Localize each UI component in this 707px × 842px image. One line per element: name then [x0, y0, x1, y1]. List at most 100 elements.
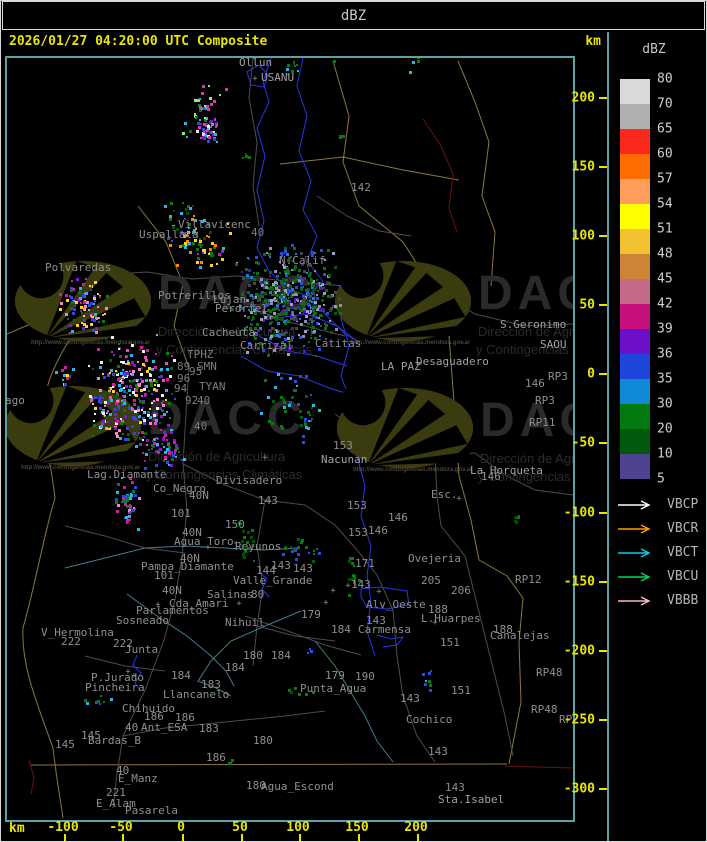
- watermark-acronym: DACC: [148, 392, 307, 445]
- map-label: 153: [333, 439, 353, 452]
- colorbar-title: dBZ: [642, 42, 666, 57]
- x-axis: km -100 -50 0 50 100 150 200: [1, 819, 607, 841]
- colorbar-label: 45: [657, 271, 673, 287]
- watermark-line2: y Contingencias Climáticas: [156, 342, 313, 357]
- map-label: 89: [177, 360, 191, 373]
- colorbar-block: [620, 204, 650, 229]
- watermark-url: http://www.contingencias.mendoza.gov.ar: [351, 340, 471, 346]
- watermark-url: http://www.contingencias.mendoza.gov.ar: [31, 340, 151, 346]
- x-axis-tick-label: -100: [47, 820, 79, 835]
- y-axis-tick: [599, 97, 607, 99]
- map-label: 183: [199, 722, 219, 735]
- map-label: LA PAZ: [381, 360, 421, 373]
- map-label: 221: [106, 786, 126, 799]
- map-label: Sosneado: [116, 614, 169, 627]
- vector-legend-label: VBCU: [667, 569, 699, 584]
- watermark-acronym: DACC: [480, 394, 573, 447]
- station-marker-icon: +: [205, 543, 211, 553]
- colorbar-block: [620, 354, 650, 379]
- vector-arrow-icon: [618, 572, 651, 582]
- y-axis-tick: [599, 442, 607, 444]
- colorbar-label: 10: [657, 446, 673, 462]
- map-label: 180: [243, 649, 263, 662]
- map-label: 146: [368, 524, 388, 537]
- y-axis-tick-label: 200: [571, 90, 595, 106]
- map-label: 186: [206, 751, 226, 764]
- window-title: dBZ: [340, 7, 367, 24]
- map-label: Esc.: [431, 488, 458, 501]
- title-bar: dBZ: [2, 1, 705, 30]
- vector-legend-row: VBCP: [617, 498, 706, 512]
- colorbar-label: 57: [657, 171, 673, 187]
- map-label: Divisadero: [216, 474, 283, 487]
- map-label: Ovejeria: [408, 552, 461, 565]
- colorbar-block: [620, 454, 650, 479]
- colorbar-label: 51: [657, 221, 673, 237]
- map-label: Nihuil: [225, 616, 265, 629]
- map-label: 40N: [182, 526, 202, 539]
- map-label: 40N: [189, 489, 209, 502]
- map-label: RP48: [531, 703, 558, 716]
- map-label: RP12: [515, 573, 542, 586]
- station-marker-icon: +: [262, 453, 268, 463]
- y-axis-tick-label: -50: [571, 435, 595, 451]
- map-label: 180: [253, 734, 273, 747]
- vector-legend-row: VBCU: [617, 569, 706, 584]
- x-axis-tick: [122, 834, 124, 841]
- map-label: 80: [251, 588, 265, 601]
- map-label: E_Alam: [96, 797, 136, 810]
- y-axis: 200 150 100 50 0 -50 -100 -150 -200 -250 -300: [564, 56, 607, 818]
- map-label: 40N: [162, 584, 182, 597]
- map-label: 151: [451, 684, 471, 697]
- map-label: 96: [177, 372, 191, 385]
- map-label: 143: [445, 781, 465, 794]
- vector-legend-label: VBBB: [667, 593, 699, 608]
- colorbar-block: [620, 104, 650, 129]
- x-axis-tick: [64, 834, 66, 841]
- x-axis-tick: [241, 834, 243, 841]
- station-marker-icon: +: [330, 586, 336, 596]
- map-label: Pasarela: [125, 804, 178, 817]
- map-label: RP11: [529, 416, 556, 429]
- map-label: L.Huarpes: [421, 612, 481, 625]
- map-label: Ant_ESA: [141, 721, 188, 734]
- map-label: Uspallata: [139, 228, 199, 241]
- map-label: 143: [351, 578, 371, 591]
- map-label: 153: [348, 526, 368, 539]
- map-label: 190: [355, 670, 375, 683]
- map-label: Potrerillos: [158, 289, 231, 302]
- watermark-line2: y Contingencias Climáticas: [476, 342, 573, 357]
- map-label: Carrizal: [240, 339, 293, 352]
- map-label: 206: [451, 584, 471, 597]
- map-label: 101: [154, 569, 174, 582]
- x-axis-tick-label: 200: [404, 820, 428, 835]
- colorbar-label: 70: [657, 96, 673, 112]
- y-axis-tick-label: -300: [563, 781, 595, 797]
- map-label: 94: [174, 382, 188, 395]
- y-axis-tick: [599, 512, 607, 514]
- x-axis-tick-label: -50: [109, 820, 133, 835]
- map-label: 188: [493, 623, 513, 636]
- station-marker-icon: +: [252, 74, 258, 84]
- colorbar-block: [620, 154, 650, 179]
- vector-legend-row: VBCT: [617, 546, 706, 560]
- x-axis-tick: [182, 834, 184, 841]
- map-label: 143: [366, 614, 386, 627]
- watermark-line1: Dirección de Agricultura: [480, 451, 575, 466]
- map-unit-label: km: [585, 34, 601, 49]
- map-label: 144: [256, 564, 276, 577]
- map-label: Pincheira: [85, 681, 145, 694]
- colorbar-label: 30: [657, 396, 673, 412]
- map-label: Ollun: [239, 56, 273, 69]
- map-label: 222: [61, 635, 81, 648]
- map-label: 143: [271, 559, 291, 572]
- colorbar-block: [620, 404, 650, 429]
- y-axis-tick: [599, 581, 607, 583]
- map-label: Canalejas: [490, 629, 550, 642]
- map-label: E_Manz: [118, 772, 158, 785]
- map-label: Catitas: [315, 337, 362, 350]
- map-label: 188: [428, 603, 448, 616]
- map-label: RP48: [536, 666, 563, 679]
